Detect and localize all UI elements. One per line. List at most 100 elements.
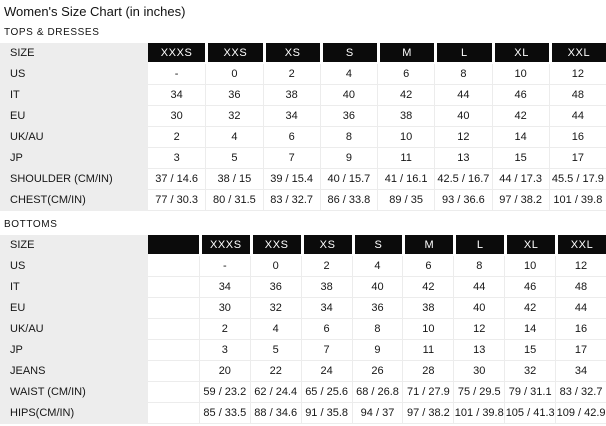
size-value-cell (148, 382, 199, 403)
size-value-cell: 8 (351, 319, 403, 340)
size-value-cell: 44 (434, 85, 492, 106)
header-row-size: SIZE XXXS XXS XS S M L XL XXL (0, 235, 606, 256)
size-value-cell: 97 / 38.2 (402, 403, 454, 424)
header-row-size: SIZE XXXS XXS XS S M L XL XXL (0, 43, 606, 64)
size-value-cell: 2 (262, 64, 320, 85)
size-value-cell: 34 (198, 277, 250, 298)
size-value-cell: 94 / 37 (351, 403, 403, 424)
size-value-cell: 14 (504, 319, 556, 340)
size-value-cell: 40 (434, 106, 492, 127)
size-value-cell: 42 (402, 277, 454, 298)
size-value-cell: 28 (402, 361, 454, 382)
size-header-cell: S (319, 43, 377, 64)
table-row-uk-au: UK/AU 2 4 6 8 10 12 14 16 (0, 127, 606, 148)
size-value-cell (148, 319, 199, 340)
size-value-cell: 30 (453, 361, 505, 382)
size-value-cell: 75 / 29.5 (453, 382, 505, 403)
size-value-cell: 30 (198, 298, 250, 319)
size-header-cell: XXS (205, 43, 263, 64)
size-header-cell: XXS (249, 235, 301, 256)
size-value-cell: 32 (504, 361, 556, 382)
page-title: Women's Size Chart (in inches) (4, 4, 186, 19)
table-row-jeans: JEANS 20 22 24 26 28 30 32 34 (0, 361, 606, 382)
size-value-cell: 10 (504, 256, 556, 277)
size-value-cell: 45.5 / 17.9 (548, 169, 606, 190)
size-value-cell: 71 / 27.9 (402, 382, 454, 403)
size-value-cell: 4 (205, 127, 263, 148)
size-value-cell: 68 / 26.8 (351, 382, 403, 403)
size-header-cell: XL (504, 235, 556, 256)
size-value-cell: 89 / 35 (377, 190, 435, 211)
size-value-cell: 10 (377, 127, 435, 148)
size-value-cell: 34 (262, 106, 320, 127)
size-value-cell: 80 / 31.5 (205, 190, 263, 211)
size-header-cell: XL (491, 43, 549, 64)
size-value-cell: 40 (351, 277, 403, 298)
size-value-cell (148, 298, 199, 319)
size-value-cell: 34 (300, 298, 352, 319)
size-header-cell: L (453, 235, 505, 256)
size-value-cell: 91 / 35.8 (300, 403, 352, 424)
size-value-cell: 40 (319, 85, 377, 106)
table-row-shoulder-cm-in: SHOULDER (CM/IN) 37 / 14.6 38 / 15 39 / 15.… (0, 169, 606, 190)
size-value-cell: 42.5 / 16.7 (434, 169, 492, 190)
size-value-cell: 15 (491, 148, 549, 169)
table-row-eu: EU 30 32 34 36 38 40 42 44 (0, 106, 606, 127)
size-value-cell: 3 (198, 340, 250, 361)
size-value-cell: 65 / 25.6 (300, 382, 352, 403)
size-header-cell: XXL (555, 235, 606, 256)
size-value-cell: 36 (351, 298, 403, 319)
size-value-cell: 6 (262, 127, 320, 148)
size-value-cell: 5 (249, 340, 301, 361)
size-value-cell: 44 / 17.3 (491, 169, 549, 190)
table-row-it: IT 34 36 38 40 42 44 46 48 (0, 85, 606, 106)
row-label: HIPS(CM/IN) (0, 403, 148, 424)
table-row-jp: JP 3 5 7 9 11 13 15 17 (0, 340, 606, 361)
row-label: US (0, 256, 148, 277)
size-value-cell: 44 (555, 298, 606, 319)
size-value-cell: 46 (504, 277, 556, 298)
row-label: IT (0, 85, 148, 106)
size-value-cell: 0 (205, 64, 263, 85)
table-row-eu: EU 30 32 34 36 38 40 42 44 (0, 298, 606, 319)
size-value-cell: 16 (555, 319, 606, 340)
size-value-cell: 36 (319, 106, 377, 127)
size-value-cell: 11 (402, 340, 454, 361)
size-value-cell: 79 / 31.1 (504, 382, 556, 403)
size-value-cell: 15 (504, 340, 556, 361)
size-value-cell: 109 / 42.9 (555, 403, 606, 424)
size-value-cell: 38 (377, 106, 435, 127)
size-value-cell: 46 (491, 85, 549, 106)
table-row-jp: JP 3 5 7 9 11 13 15 17 (0, 148, 606, 169)
size-value-cell: 48 (548, 85, 606, 106)
size-value-cell: 16 (548, 127, 606, 148)
size-value-cell: - (198, 256, 250, 277)
size-table-bottoms: SIZE XXXS XXS XS S M L XL XXL US -0 2 4 6 8 10 12 IT 34 36 3… (0, 235, 606, 424)
row-label: JP (0, 148, 148, 169)
row-label: JEANS (0, 361, 148, 382)
size-value-cell: 32 (249, 298, 301, 319)
size-value-cell: 34 (148, 85, 206, 106)
size-value-cell: 32 (205, 106, 263, 127)
size-value-cell: 42 (377, 85, 435, 106)
size-value-cell: 12 (434, 127, 492, 148)
size-value-cell: 85 / 33.5 (198, 403, 250, 424)
size-value-cell: 8 (453, 256, 505, 277)
size-value-cell: 101 / 39.8 (548, 190, 606, 211)
size-value-cell: 36 (249, 277, 301, 298)
size-value-cell (148, 403, 199, 424)
section-heading: BOTTOMS (4, 219, 58, 230)
row-label: CHEST(CM/IN) (0, 190, 148, 211)
table-row-us: US -0 2 4 6 8 10 12 (0, 64, 606, 85)
size-value-cell: 6 (377, 64, 435, 85)
size-value-cell: 5 (205, 148, 263, 169)
row-label: EU (0, 298, 148, 319)
size-value-cell: 24 (300, 361, 352, 382)
size-value-cell: 40 (453, 298, 505, 319)
size-value-cell: 6 (402, 256, 454, 277)
size-value-cell: 4 (319, 64, 377, 85)
size-value-cell: 9 (351, 340, 403, 361)
size-header-cell (148, 235, 199, 256)
size-value-cell: 105 / 41.3 (504, 403, 556, 424)
size-value-cell: 2 (300, 256, 352, 277)
